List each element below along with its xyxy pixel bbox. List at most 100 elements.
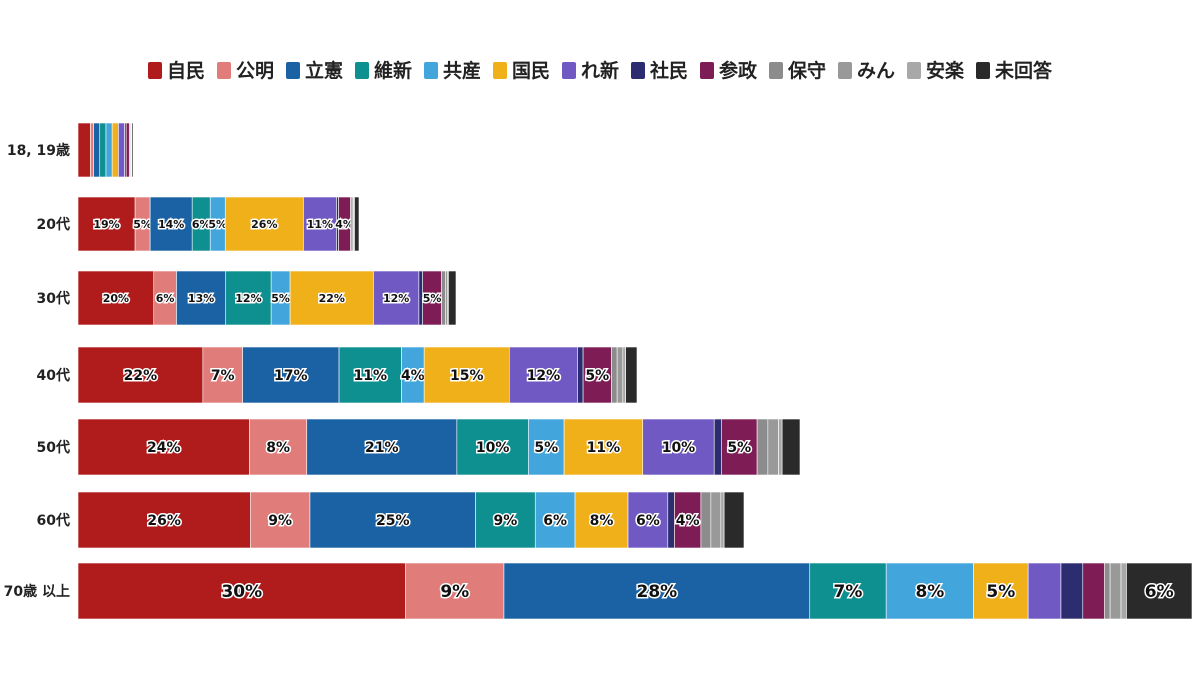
bar-segment [574, 491, 629, 549]
data-label: 17% [274, 368, 308, 384]
bar-segment [616, 346, 624, 404]
data-label: 4% [676, 513, 700, 529]
legend-item: 公明 [217, 60, 274, 82]
bar-segment [756, 418, 769, 476]
legend-swatch [286, 62, 300, 79]
data-label: 7% [211, 368, 235, 384]
legend-item: 自民 [148, 59, 205, 82]
bar-segment [475, 491, 536, 549]
bar-segment [1120, 562, 1127, 620]
data-label: 26% [251, 218, 277, 231]
bar-segment [77, 418, 250, 476]
legend-label: 安楽 [926, 59, 965, 82]
legend-label: 自民 [167, 59, 205, 82]
data-label: 26% [147, 513, 181, 529]
legend-item: 未回答 [976, 59, 1053, 82]
bar-segment [118, 122, 125, 178]
row-label: 30代 [37, 290, 70, 307]
legend-item: れ新 [562, 59, 619, 82]
bar-row: 20代 19% 5% 14% 6%5% 26% 11% 4% [37, 196, 360, 252]
data-label: 20% [103, 292, 129, 305]
data-label: 5% [423, 292, 442, 305]
legend-swatch [217, 62, 231, 79]
bar-segment [249, 491, 311, 549]
bar-segment [1082, 562, 1105, 620]
bar-segment [509, 346, 578, 404]
bar-segment [125, 122, 130, 178]
data-label: 14% [158, 218, 184, 231]
data-label: 25% [376, 513, 410, 529]
data-label: 22% [124, 368, 158, 384]
bar-segment [627, 491, 669, 549]
row-label: 18, 19歳 [7, 142, 70, 159]
legend-item: 維新 [355, 59, 412, 82]
bar-row: 40代 22% 7% 17% 11% 4% 15% 12% 5% [37, 346, 638, 404]
bar-segment [354, 196, 360, 252]
bar-segment [423, 346, 510, 404]
legend-label: 立憲 [305, 59, 343, 82]
bar-segment [582, 346, 612, 404]
bar-segment [77, 491, 251, 549]
legend-swatch [424, 62, 438, 79]
data-label: 11% [587, 440, 621, 456]
bar-segment [111, 122, 119, 178]
bar-segment [338, 346, 402, 404]
legend-item: みん [838, 60, 895, 82]
bar-segment [1027, 562, 1062, 620]
bar-segment [77, 122, 91, 178]
bar-segment [405, 562, 505, 620]
bar-segment [1060, 562, 1084, 620]
data-label: 5% [208, 218, 227, 231]
bar-row: 60代 26% 9% 25% 9% 6% 8% 6% 4% [37, 491, 745, 549]
data-label: 12% [383, 292, 409, 305]
legend-label: みん [857, 60, 895, 82]
legend-swatch [769, 62, 783, 79]
legend: 自民 公明 立憲 維新 共産 国民 れ新 社民 参政 保守 みん 安楽 未回答 [148, 59, 1053, 82]
legend-swatch [631, 62, 645, 79]
bar-segment [303, 196, 337, 252]
bar-segment [306, 418, 458, 476]
legend-item: 共産 [424, 59, 481, 82]
data-label: 6% [543, 513, 567, 529]
bar-segment [723, 491, 745, 549]
bar-segment [373, 270, 420, 326]
data-label: 8% [266, 440, 290, 456]
legend-swatch [355, 62, 369, 79]
bar-segment [77, 562, 406, 620]
bar-segment [767, 418, 779, 476]
bar-segment [973, 562, 1029, 620]
legend-item: 国民 [493, 60, 550, 82]
bar-segment [131, 122, 134, 178]
bar-segment [885, 562, 974, 620]
bar-segment [528, 418, 565, 476]
data-label: 8% [915, 582, 944, 602]
bar-segment [77, 270, 155, 326]
bar-segment [622, 346, 626, 404]
data-label: 28% [636, 582, 677, 602]
legend-swatch [493, 62, 507, 79]
row-label: 60代 [37, 512, 70, 529]
legend-item: 参政 [700, 59, 758, 82]
data-label: 6% [192, 218, 211, 231]
legend-label: 参政 [719, 59, 758, 82]
bar-segment [309, 491, 476, 549]
data-label: 11% [354, 368, 388, 384]
data-label: 19% [93, 218, 119, 231]
legend-swatch [907, 62, 921, 79]
data-label: 5% [133, 218, 152, 231]
bar-segment [781, 418, 801, 476]
bar-segment [577, 346, 584, 404]
bar-segment [441, 270, 446, 326]
data-label: 21% [365, 440, 399, 456]
bar-segment [809, 562, 887, 620]
bar-segment [721, 418, 758, 476]
bar-segment [700, 491, 712, 549]
bar-segment [625, 346, 638, 404]
bar-segment [720, 491, 725, 549]
row-label: 40代 [37, 367, 70, 384]
data-label: 22% [319, 292, 345, 305]
bar-segment [713, 418, 722, 476]
data-label: 10% [662, 440, 696, 456]
data-label: 6% [636, 513, 660, 529]
